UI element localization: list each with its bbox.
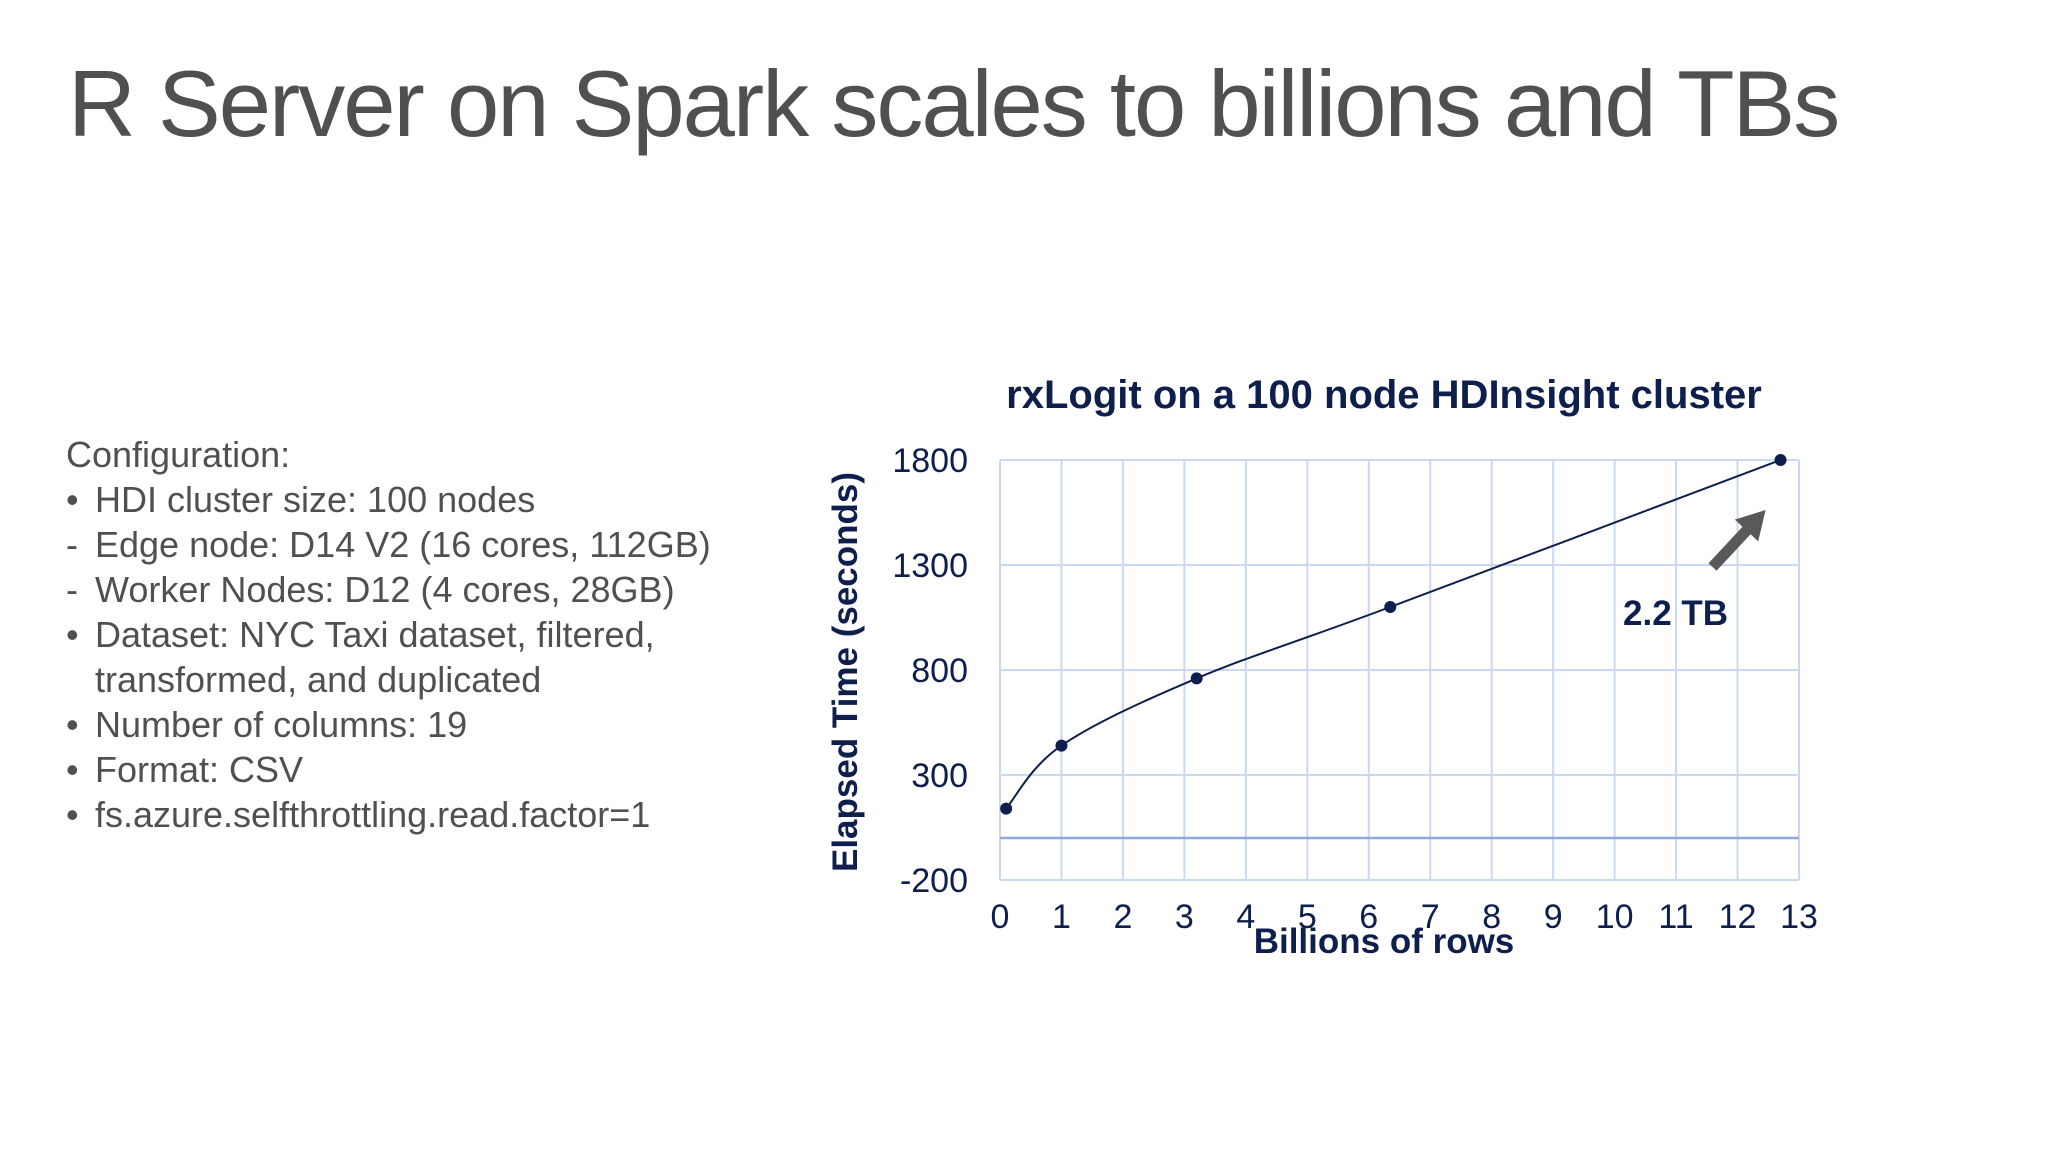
configuration-panel: Configuration: • HDI cluster size: 100 no… — [66, 432, 786, 837]
annotation-group: 2.2 TB — [1623, 510, 1766, 633]
data-point — [1000, 802, 1013, 815]
bullet-marker: • — [66, 749, 79, 790]
x-tick-label: 11 — [1658, 898, 1693, 936]
chart-title: rxLogit on a 100 node HDInsight cluster — [1006, 373, 1762, 417]
y-tick-label: 300 — [911, 757, 968, 795]
x-tick-label: 12 — [1719, 898, 1757, 936]
config-item-text: Number of columns: 19 — [95, 704, 468, 745]
configuration-heading: Configuration: — [66, 434, 291, 475]
configuration-list: • HDI cluster size: 100 nodes - Edge node:… — [66, 477, 786, 837]
data-points — [1000, 454, 1787, 815]
x-tick-label: 0 — [991, 898, 1010, 936]
config-item-text: Dataset: NYC Taxi dataset, filtered, tra… — [95, 614, 655, 700]
x-tick-label: 6 — [1359, 898, 1378, 936]
data-point — [1055, 739, 1068, 752]
config-item-throttling: • fs.azure.selfthrottling.read.factor=1 — [66, 792, 786, 837]
config-item-text: Format: CSV — [95, 749, 304, 790]
config-item-cluster-size: • HDI cluster size: 100 nodes — [66, 477, 786, 522]
bullet-marker: • — [66, 479, 79, 520]
x-axis-title: Billions of rows — [1254, 922, 1515, 961]
annotation-arrow — [1708, 510, 1766, 571]
x-tick-label: 10 — [1596, 898, 1634, 936]
data-point — [1774, 454, 1787, 466]
dash-marker: - — [66, 524, 78, 565]
y-tick-label: 1300 — [892, 547, 968, 585]
dash-marker: - — [66, 569, 78, 610]
y-axis-tick-labels: -200 300 800 1300 1800 — [892, 442, 968, 900]
x-tick-label: 2 — [1113, 898, 1132, 936]
data-point — [1190, 672, 1203, 685]
x-tick-label: 13 — [1780, 898, 1818, 936]
config-item-columns: • Number of columns: 19 — [66, 702, 786, 747]
x-tick-label: 9 — [1544, 898, 1563, 936]
x-tick-label: 4 — [1236, 898, 1255, 936]
config-item-format: • Format: CSV — [66, 747, 786, 792]
slide-title: R Server on Spark scales to billions and… — [68, 51, 1840, 156]
x-tick-label: 7 — [1421, 898, 1440, 936]
config-item-text: Worker Nodes: D12 (4 cores, 28GB) — [95, 569, 675, 610]
y-tick-label: 1800 — [892, 442, 968, 480]
y-tick-label: 800 — [911, 652, 968, 690]
config-item-worker-nodes: - Worker Nodes: D12 (4 cores, 28GB) — [66, 567, 786, 612]
grid-lines — [999, 459, 1800, 881]
x-tick-label: 1 — [1052, 898, 1071, 936]
annotation-label: 2.2 TB — [1623, 594, 1728, 633]
bullet-marker: • — [66, 614, 79, 655]
y-axis-title: Elapsed Time (seconds) — [826, 472, 865, 872]
x-tick-label: 5 — [1298, 898, 1317, 936]
config-item-text: fs.azure.selfthrottling.read.factor=1 — [95, 794, 651, 835]
elapsed-time-chart: rxLogit on a 100 node HDInsight cluster … — [820, 360, 1830, 980]
chart-canvas: rxLogit on a 100 node HDInsight cluster … — [826, 373, 1818, 961]
config-item-text: HDI cluster size: 100 nodes — [95, 479, 536, 520]
config-item-edge-node: - Edge node: D14 V2 (16 cores, 112GB) — [66, 522, 786, 567]
x-axis-tick-labels: 0 1 2 3 4 5 6 7 8 9 10 11 12 13 — [991, 898, 1818, 936]
x-tick-label: 3 — [1175, 898, 1194, 936]
x-tick-label: 8 — [1482, 898, 1501, 936]
config-item-dataset: • Dataset: NYC Taxi dataset, filtered, tr… — [66, 612, 786, 702]
data-point — [1384, 601, 1397, 613]
y-tick-label: -200 — [900, 862, 968, 900]
config-item-text: Edge node: D14 V2 (16 cores, 112GB) — [95, 524, 711, 565]
bullet-marker: • — [66, 704, 79, 745]
bullet-marker: • — [66, 794, 79, 835]
